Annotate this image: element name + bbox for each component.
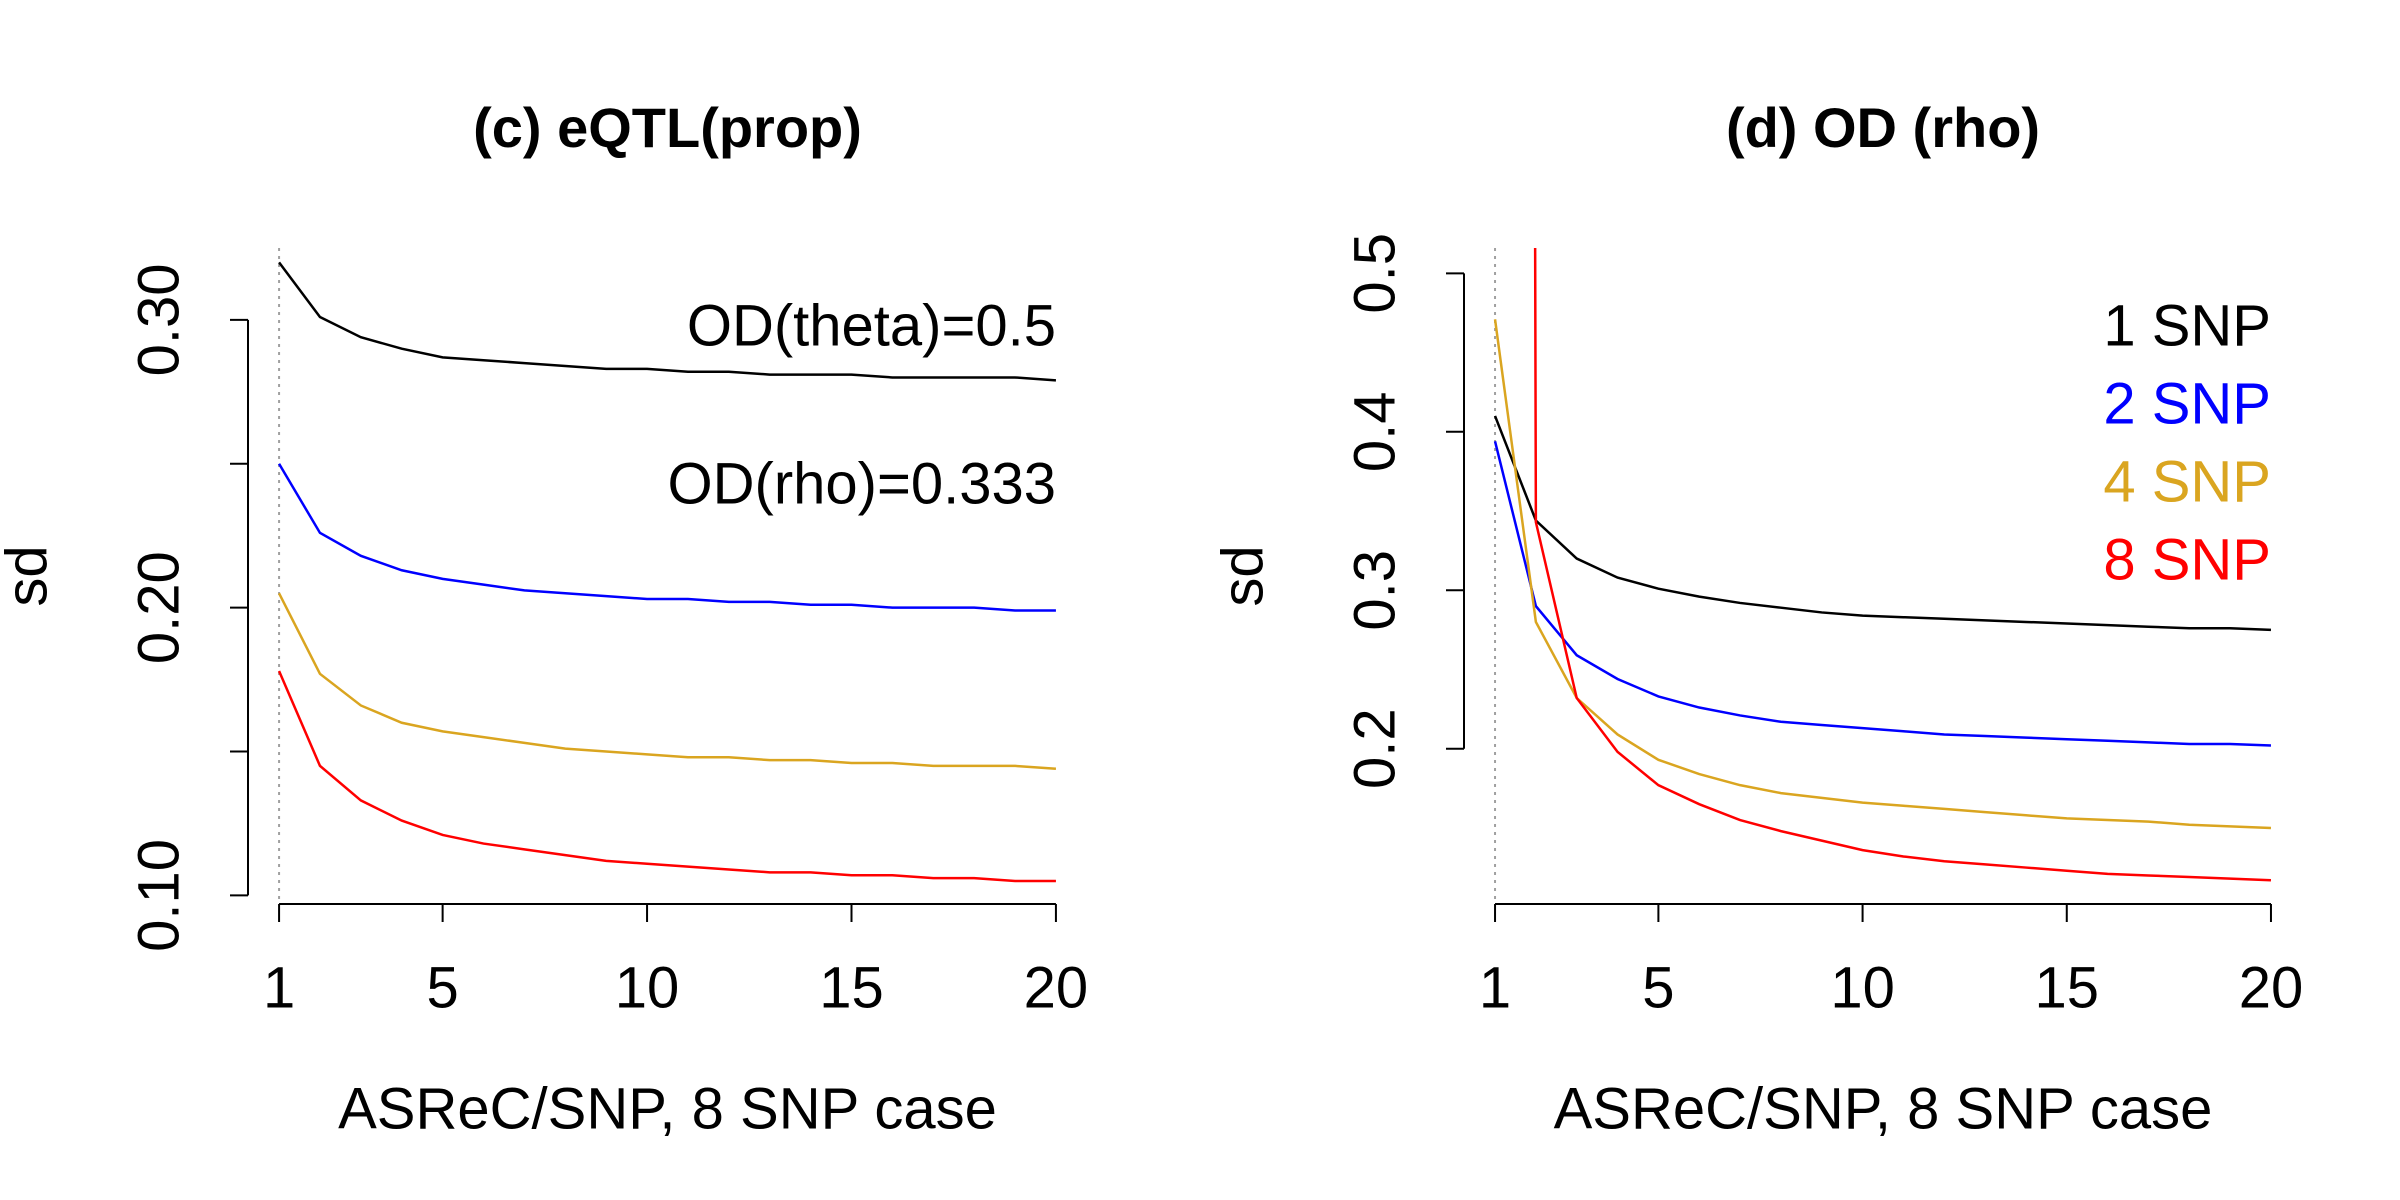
legend-entry: 2 SNP	[2103, 371, 2271, 436]
y-tick-label: 0.4	[1342, 391, 1407, 472]
x-tick-label: 1	[1479, 955, 1511, 1020]
y-tick-label: 0.5	[1342, 233, 1407, 314]
series-line	[1493, 441, 2272, 747]
series-line	[277, 670, 1056, 883]
x-tick-label: 10	[615, 955, 680, 1020]
series-line	[1493, 319, 2272, 830]
series-line	[1533, 248, 2272, 882]
annotation: OD(rho)=0.333	[668, 451, 1056, 516]
x-tick-label: 15	[819, 955, 884, 1020]
x-axis-label: ASReC/SNP, 8 SNP case	[1554, 1076, 2213, 1141]
y-tick-label: 0.20	[126, 551, 191, 664]
y-axis-label: sd	[0, 545, 59, 606]
y-tick-label: 0.30	[126, 263, 191, 376]
series-line	[278, 261, 1057, 382]
legend-entry: 4 SNP	[2103, 449, 2271, 514]
chart-title: (d) OD (rho)	[1726, 96, 2040, 159]
legend-entry: 8 SNP	[2103, 527, 2271, 592]
series-line	[277, 592, 1057, 771]
x-tick-label: 20	[2239, 955, 2304, 1020]
x-axis-label: ASReC/SNP, 8 SNP case	[338, 1076, 997, 1141]
plot-area	[277, 261, 1057, 883]
y-tick-label: 0.10	[126, 839, 191, 952]
series-line	[277, 463, 1056, 612]
y-axis-label: sd	[1210, 545, 1275, 606]
y-tick-label: 0.2	[1342, 708, 1407, 789]
y-tick-label: 0.3	[1342, 550, 1407, 631]
chart-title: (c) eQTL(prop)	[473, 96, 862, 159]
x-tick-label: 1	[263, 955, 295, 1020]
plot-area	[1493, 248, 2272, 882]
legend-entry: 1 SNP	[2103, 293, 2271, 358]
x-tick-label: 10	[1830, 955, 1895, 1020]
annotation: OD(theta)=0.5	[687, 293, 1056, 358]
x-tick-label: 5	[1642, 955, 1674, 1020]
x-tick-label: 5	[426, 955, 458, 1020]
x-tick-label: 15	[2035, 955, 2100, 1020]
series-line	[1493, 415, 2272, 632]
x-tick-label: 20	[1024, 955, 1089, 1020]
